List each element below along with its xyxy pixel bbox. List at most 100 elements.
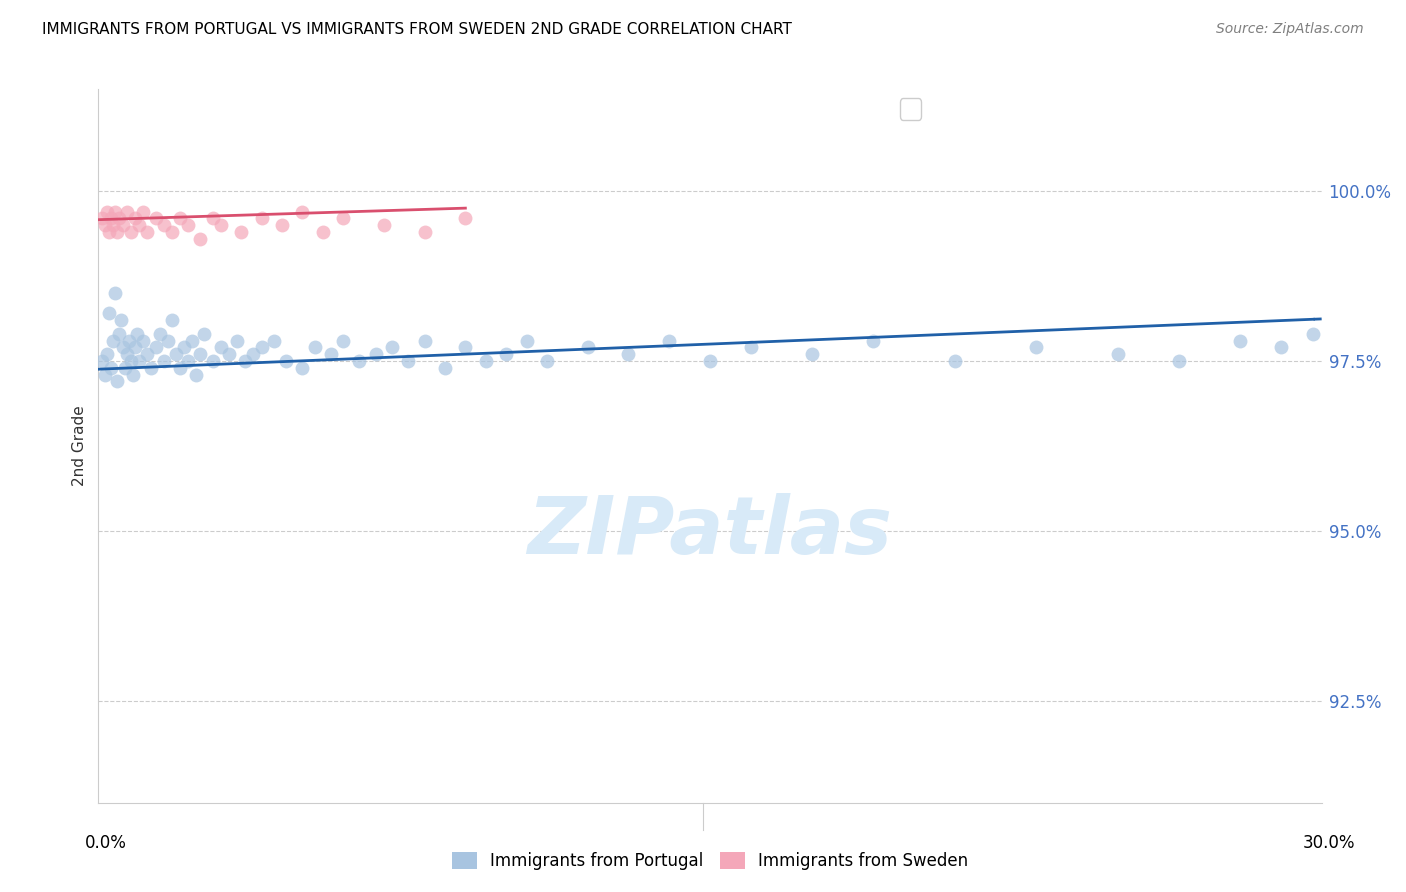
Point	[274, 354, 297, 368]
Point	[145, 211, 167, 226]
Point	[111, 218, 134, 232]
Text: Source: ZipAtlas.com: Source: ZipAtlas.com	[1216, 22, 1364, 37]
Point	[169, 360, 191, 375]
Point	[105, 225, 128, 239]
Point	[373, 218, 395, 232]
Point	[128, 354, 150, 368]
Point	[145, 341, 167, 355]
Text: ZIPatlas: ZIPatlas	[527, 492, 893, 571]
Point	[801, 347, 824, 361]
Point	[332, 334, 354, 348]
Point	[186, 368, 208, 382]
Point	[304, 341, 326, 355]
Text: 0.0%: 0.0%	[84, 834, 127, 852]
Point	[141, 360, 163, 375]
Point	[188, 347, 212, 361]
Point	[250, 341, 273, 355]
Point	[104, 286, 127, 301]
Point	[122, 368, 145, 382]
Point	[201, 354, 224, 368]
Point	[413, 225, 436, 239]
Point	[364, 347, 387, 361]
Point	[110, 313, 132, 327]
Point	[381, 341, 404, 355]
Point	[111, 341, 134, 355]
Point	[862, 334, 884, 348]
Point	[160, 225, 183, 239]
Text: IMMIGRANTS FROM PORTUGAL VS IMMIGRANTS FROM SWEDEN 2ND GRADE CORRELATION CHART: IMMIGRANTS FROM PORTUGAL VS IMMIGRANTS F…	[42, 22, 792, 37]
Point	[312, 225, 335, 239]
Point	[100, 211, 122, 226]
Point	[181, 334, 204, 348]
Point	[165, 347, 187, 361]
Point	[291, 204, 314, 219]
Point	[120, 225, 142, 239]
Point	[177, 218, 200, 232]
Point	[209, 218, 232, 232]
Point	[396, 354, 419, 368]
Point	[433, 360, 456, 375]
Point	[699, 354, 721, 368]
Point	[132, 204, 155, 219]
Point	[201, 211, 224, 226]
Point	[740, 341, 762, 355]
Point	[188, 232, 212, 246]
Point	[105, 375, 128, 389]
Legend: Immigrants from Portugal, Immigrants from Sweden: Immigrants from Portugal, Immigrants fro…	[446, 845, 974, 877]
Point	[115, 204, 138, 219]
Point	[132, 334, 155, 348]
Point	[1302, 326, 1324, 341]
Point	[226, 334, 249, 348]
Point	[128, 218, 150, 232]
Point	[108, 211, 131, 226]
Point	[242, 347, 264, 361]
Point	[263, 334, 285, 348]
Point	[454, 211, 477, 226]
Point	[319, 347, 342, 361]
Point	[332, 211, 354, 226]
Point	[1229, 334, 1251, 348]
Point	[120, 354, 142, 368]
Point	[349, 354, 371, 368]
Point	[576, 341, 599, 355]
Point	[291, 360, 314, 375]
Point	[943, 354, 966, 368]
Point	[100, 360, 122, 375]
Point	[93, 368, 115, 382]
Point	[97, 306, 120, 320]
Point	[209, 341, 232, 355]
Point	[250, 211, 273, 226]
Point	[177, 354, 200, 368]
Point	[152, 354, 174, 368]
Point	[118, 334, 141, 348]
Point	[516, 334, 538, 348]
Point	[152, 218, 174, 232]
Point	[495, 347, 517, 361]
Point	[91, 211, 114, 226]
Point	[617, 347, 640, 361]
Point	[115, 347, 138, 361]
Point	[136, 347, 159, 361]
Point	[97, 225, 120, 239]
Point	[96, 204, 118, 219]
Point	[193, 326, 215, 341]
Point	[136, 225, 159, 239]
Point	[156, 334, 179, 348]
Point	[474, 354, 498, 368]
Point	[169, 211, 191, 226]
Point	[127, 326, 149, 341]
Point	[104, 204, 127, 219]
Point	[536, 354, 558, 368]
Point	[96, 347, 118, 361]
Point	[114, 360, 136, 375]
Point	[124, 211, 146, 226]
Point	[149, 326, 172, 341]
Point	[93, 218, 115, 232]
Point	[233, 354, 256, 368]
Point	[454, 341, 477, 355]
Point	[270, 218, 294, 232]
Point	[1270, 341, 1292, 355]
Point	[1025, 341, 1047, 355]
Point	[1107, 347, 1129, 361]
Point	[173, 341, 195, 355]
